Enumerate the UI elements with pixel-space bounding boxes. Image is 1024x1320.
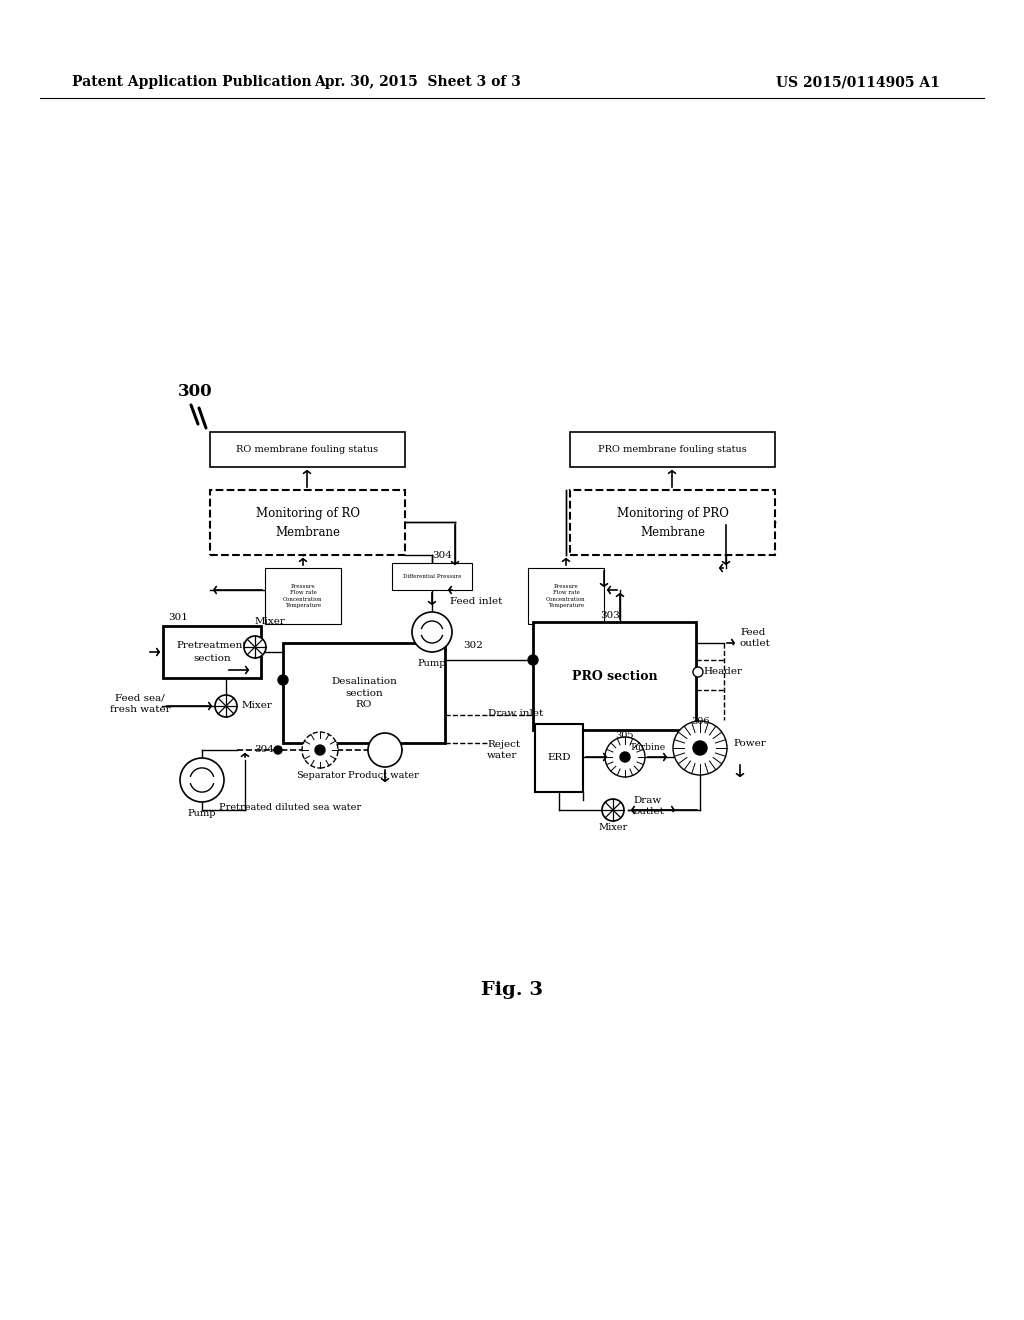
- Text: 300: 300: [178, 384, 213, 400]
- Text: 306: 306: [691, 717, 710, 726]
- Text: Feed
outlet: Feed outlet: [740, 628, 771, 648]
- Bar: [570, 432, 775, 467]
- Text: Product water: Product water: [347, 771, 419, 780]
- Bar: [210, 432, 406, 467]
- Circle shape: [693, 741, 707, 755]
- Circle shape: [620, 752, 630, 762]
- Circle shape: [693, 667, 703, 677]
- Text: Mixer: Mixer: [242, 701, 272, 710]
- Text: RO membrane fouling status: RO membrane fouling status: [237, 445, 379, 454]
- Bar: [535, 723, 583, 792]
- Text: Differential Pressure: Differential Pressure: [402, 574, 461, 579]
- Text: Fig. 3: Fig. 3: [481, 981, 543, 999]
- Text: Pressure
Flow rate
Concentration
Temperature: Pressure Flow rate Concentration Tempera…: [284, 585, 323, 607]
- Circle shape: [274, 746, 282, 754]
- Text: PRO membrane fouling status: PRO membrane fouling status: [598, 445, 746, 454]
- Text: Pretreated diluted sea water: Pretreated diluted sea water: [219, 804, 361, 813]
- Text: Monitoring of PRO
Membrane: Monitoring of PRO Membrane: [616, 507, 728, 539]
- Text: Mixer: Mixer: [598, 822, 628, 832]
- Bar: [534, 622, 696, 730]
- Text: Feed sea/
fresh water: Feed sea/ fresh water: [110, 694, 170, 714]
- Bar: [570, 490, 775, 554]
- Text: 302: 302: [463, 640, 483, 649]
- Text: Pressure
Flow rate
Concentration
Temperature: Pressure Flow rate Concentration Tempera…: [546, 585, 586, 607]
- Text: PRO section: PRO section: [571, 669, 657, 682]
- Bar: [265, 568, 341, 624]
- Circle shape: [244, 636, 266, 657]
- Text: Monitoring of RO
Membrane: Monitoring of RO Membrane: [256, 507, 359, 539]
- Text: Pump: Pump: [187, 809, 216, 818]
- Text: 301: 301: [168, 614, 187, 623]
- Text: 304: 304: [432, 552, 452, 561]
- Text: 303: 303: [600, 610, 620, 619]
- Text: US 2015/0114905 A1: US 2015/0114905 A1: [776, 75, 940, 88]
- Text: Power: Power: [733, 738, 766, 747]
- Circle shape: [602, 799, 624, 821]
- Text: Patent Application Publication: Patent Application Publication: [72, 75, 311, 88]
- Bar: [163, 626, 261, 678]
- Circle shape: [528, 655, 538, 665]
- Text: Pretreatment
section: Pretreatment section: [177, 642, 248, 663]
- Text: 304: 304: [254, 746, 273, 755]
- Text: Draw inlet: Draw inlet: [488, 710, 544, 718]
- Circle shape: [278, 675, 288, 685]
- Circle shape: [302, 733, 338, 768]
- Bar: [392, 564, 472, 590]
- Text: Feed inlet: Feed inlet: [450, 597, 503, 606]
- Text: Separator: Separator: [296, 771, 346, 780]
- Text: Mixer: Mixer: [255, 616, 286, 626]
- Circle shape: [412, 612, 452, 652]
- Bar: [283, 643, 445, 743]
- Circle shape: [605, 737, 645, 777]
- Circle shape: [673, 721, 727, 775]
- Bar: [528, 568, 604, 624]
- Circle shape: [368, 733, 402, 767]
- Circle shape: [180, 758, 224, 803]
- Text: Pump: Pump: [418, 660, 446, 668]
- Text: ERD: ERD: [547, 754, 570, 763]
- Text: 305: 305: [615, 730, 634, 739]
- Text: Desalination
section
RO: Desalination section RO: [331, 677, 397, 709]
- Text: Turbine: Turbine: [630, 743, 667, 752]
- Text: Apr. 30, 2015  Sheet 3 of 3: Apr. 30, 2015 Sheet 3 of 3: [314, 75, 521, 88]
- Bar: [210, 490, 406, 554]
- Text: Draw
outlet: Draw outlet: [633, 796, 664, 816]
- Circle shape: [315, 744, 325, 755]
- Text: Header: Header: [703, 668, 742, 676]
- Circle shape: [215, 696, 237, 717]
- Text: Reject
water: Reject water: [487, 741, 520, 760]
